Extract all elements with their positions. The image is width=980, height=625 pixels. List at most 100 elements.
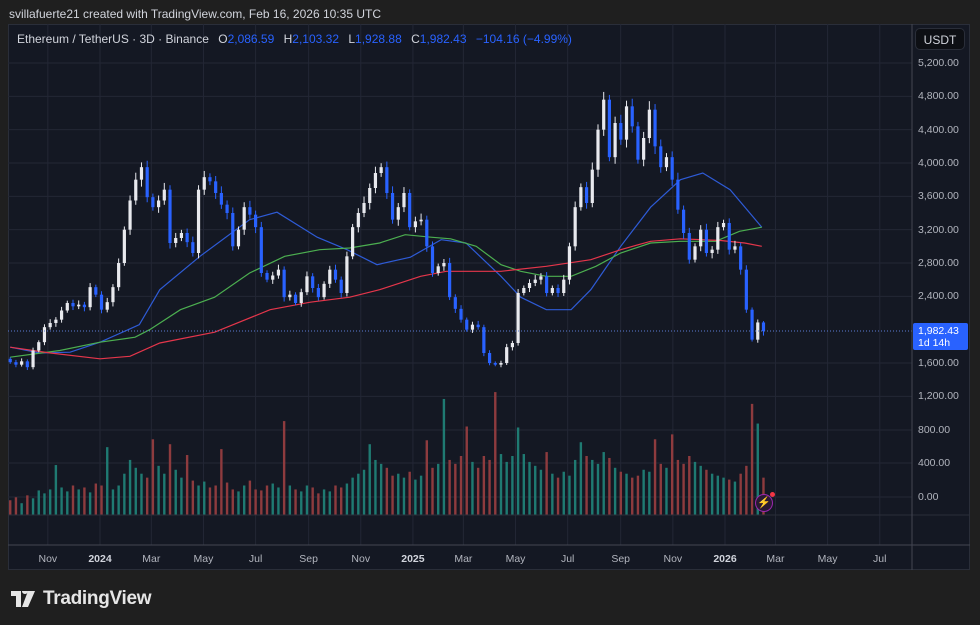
volume-bar (322, 489, 326, 515)
volume-bar (197, 485, 200, 515)
volume-bar (573, 459, 577, 515)
candle-body (430, 246, 435, 273)
candle-body (744, 269, 748, 310)
volume-bar (716, 475, 720, 515)
candle-body (145, 167, 149, 198)
candle-body (699, 229, 703, 247)
candle-body (25, 361, 29, 368)
volume-bar (728, 479, 731, 515)
volume-bar (214, 485, 217, 515)
volume-bar (442, 398, 446, 515)
volume-bar (88, 492, 92, 515)
time-tick-label: Sep (299, 553, 318, 565)
volume-bar (180, 477, 183, 515)
volume-bar (505, 461, 508, 515)
candle-body (368, 188, 372, 203)
candle-body (499, 363, 503, 365)
volume-tick-label: 0.00 (918, 491, 939, 503)
volume-bar (511, 456, 514, 515)
volume-bar (722, 477, 725, 515)
chart-caption: svillafuerte21 created with TradingView.… (9, 7, 381, 21)
candle-body (413, 221, 417, 228)
candle-body (602, 99, 606, 130)
candle-body (242, 207, 246, 230)
candle-body (196, 189, 201, 253)
candle-body (156, 200, 161, 208)
candle-body (305, 276, 309, 293)
candle-body (128, 200, 132, 230)
time-tick-label: May (505, 553, 526, 565)
volume-bar (385, 467, 389, 515)
candle-body (396, 207, 400, 220)
volume-bar (682, 463, 685, 515)
candle-body (151, 197, 155, 208)
candle-body (607, 99, 612, 158)
candle-body (710, 249, 714, 253)
currency-button[interactable]: USDT (915, 28, 965, 50)
volume-bar (534, 465, 537, 515)
low-label: L (348, 32, 356, 46)
volume-bar (345, 483, 349, 515)
price-tick-label: 2,800.00 (918, 257, 959, 269)
candle-body (613, 123, 617, 158)
symbol-name[interactable]: Ethereum / TetherUS · 3D · Binance (17, 32, 209, 46)
volume-bar (670, 434, 674, 515)
candle-body (265, 273, 269, 280)
volume-bar (328, 491, 331, 515)
volume-bar (465, 426, 468, 515)
candle-body (345, 256, 349, 293)
time-tick-label: 2024 (88, 553, 112, 565)
candle-body (185, 233, 189, 243)
candle-body (316, 288, 320, 298)
volume-bar (562, 471, 565, 515)
volume-bar (756, 423, 759, 515)
candle-body (179, 233, 184, 238)
volume-bar (260, 490, 263, 515)
volume-bar (368, 444, 371, 515)
volume-bar (545, 452, 548, 515)
candle-body (619, 123, 623, 140)
last-price-label: 1,982.43 1d 14h (913, 323, 968, 350)
volume-bar (482, 456, 486, 515)
candle-body (293, 294, 298, 303)
volume-bar (425, 440, 428, 515)
candle-body (379, 167, 383, 173)
volume-bar (317, 493, 320, 515)
candle-body (624, 106, 629, 140)
candle-body (373, 173, 378, 188)
lightning-icon[interactable]: ⚡ (755, 492, 775, 512)
candle-body (8, 358, 12, 363)
candle-body (573, 207, 577, 247)
high-label: H (283, 32, 293, 46)
candle-body (20, 361, 24, 365)
volume-bar (636, 475, 640, 515)
volume-bar (608, 457, 611, 515)
volume-bar (311, 487, 314, 515)
time-tick-label: Jul (560, 553, 575, 565)
candle-body (356, 213, 360, 228)
volume-bar (596, 463, 600, 515)
volume-bar (676, 459, 680, 515)
volume-bar (9, 500, 12, 515)
volume-bar (454, 463, 457, 515)
volume-bar (220, 449, 223, 515)
volume-bar (625, 473, 628, 515)
volume-bar (77, 489, 80, 515)
candle-body (202, 177, 206, 190)
volume-bar (653, 439, 657, 515)
candle-body (219, 193, 223, 205)
volume-bar (31, 498, 35, 515)
price-tick-label: 4,000.00 (918, 157, 959, 169)
candle-body (82, 304, 87, 308)
candle-body (122, 229, 126, 263)
tradingview-logo-icon (11, 591, 35, 607)
volume-bar (140, 473, 143, 515)
candle-body (505, 347, 509, 363)
volume-bar (334, 485, 337, 515)
volume-bar (225, 482, 229, 515)
candle-body (550, 288, 554, 293)
volume-bar (705, 469, 708, 515)
candle-body (174, 238, 178, 243)
volume-bar (739, 473, 742, 515)
